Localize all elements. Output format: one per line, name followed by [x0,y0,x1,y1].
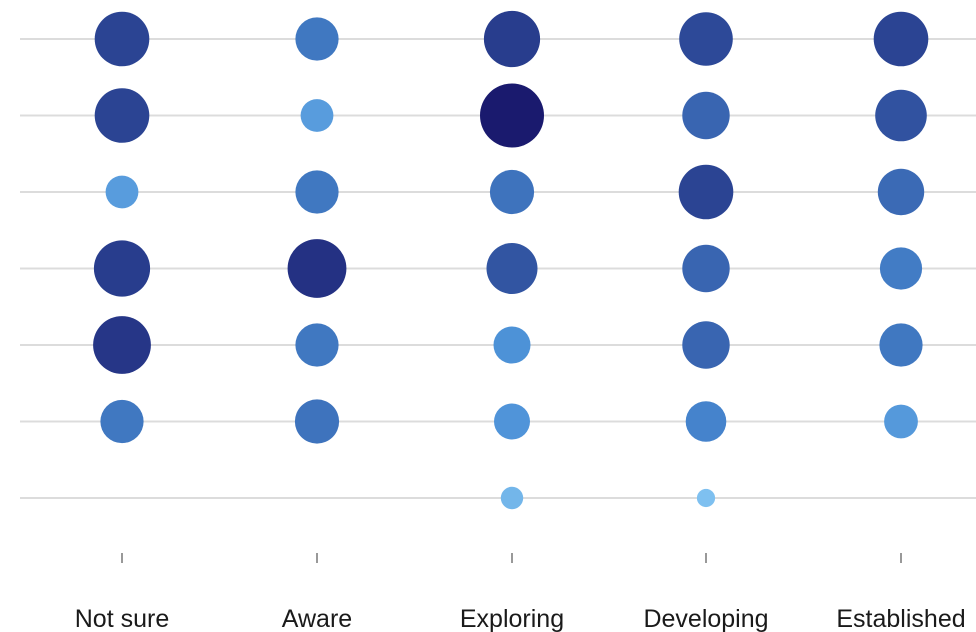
bubble [873,11,929,67]
bubble [93,316,151,374]
bubble [483,10,541,68]
bubble [294,399,340,444]
bubble [493,326,531,364]
bubble [877,168,925,216]
x-tick-labels: Not sure Aware Exploring Developing Establis… [75,605,966,632]
x-tick-label: Developing [643,605,768,632]
bubble [105,175,139,209]
bubble [93,240,151,297]
bubble [685,401,727,442]
bubble [489,169,535,215]
bubble [295,323,339,367]
x-tick-label: Exploring [460,605,564,632]
bubble [875,89,927,142]
x-ticks [121,553,902,563]
x-tick-label: Aware [282,605,352,632]
bubble [678,164,734,220]
bubble [480,83,544,148]
bubble [884,404,918,439]
bubble [300,99,334,132]
bubble [295,17,339,61]
bubble [500,486,524,510]
bubble [494,403,530,440]
bubble [679,12,733,66]
bubble [295,170,339,214]
bubbles [93,10,929,510]
bubble [682,244,730,293]
bubble [100,399,144,444]
bubble [94,88,150,143]
bubble [879,323,923,367]
x-tick-label: Not sure [75,605,169,632]
x-tick-label: Established [836,605,965,632]
bubble [287,239,347,298]
bubble [486,243,538,294]
bubble [682,91,730,140]
bubble [696,488,716,508]
bubble [879,247,923,290]
bubble [94,11,150,67]
bubble [682,321,730,369]
